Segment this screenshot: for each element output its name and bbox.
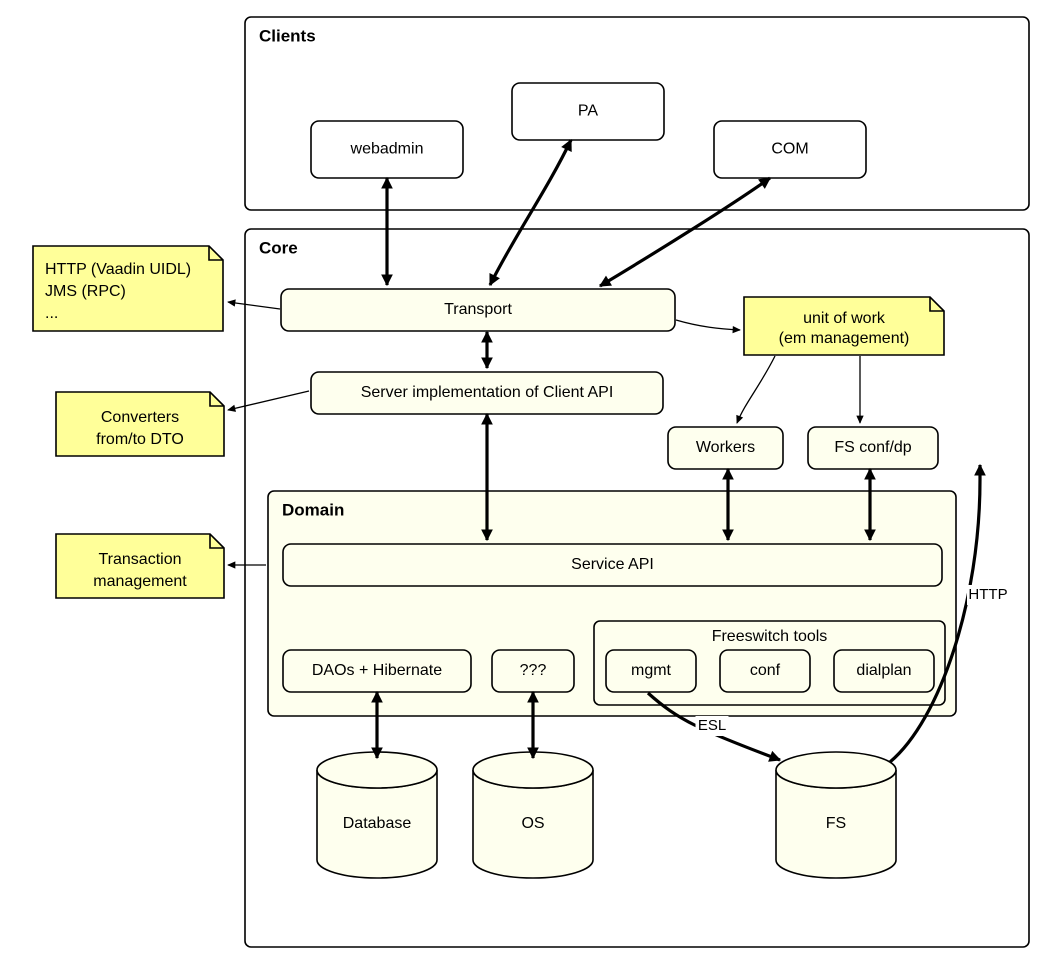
- svg-text:dialplan: dialplan: [856, 662, 911, 679]
- architecture-diagram: Clients Core Domain Freeswitch tools webadmi…: [0, 0, 1047, 976]
- svg-text:Server implementation of Clien: Server implementation of Client API: [361, 384, 614, 401]
- svg-text:Workers: Workers: [696, 439, 755, 456]
- svg-text:conf: conf: [750, 662, 781, 679]
- svg-text:FS conf/dp: FS conf/dp: [834, 439, 911, 456]
- svg-text:ESL: ESL: [698, 717, 726, 734]
- svg-text:JMS (RPC): JMS (RPC): [45, 283, 126, 300]
- svg-text:Transaction: Transaction: [99, 551, 182, 568]
- svg-text:DAOs + Hibernate: DAOs + Hibernate: [312, 662, 442, 679]
- svg-text:management: management: [93, 573, 187, 590]
- svg-text:from/to DTO: from/to DTO: [96, 431, 184, 448]
- svg-text:Core: Core: [259, 238, 298, 257]
- svg-text:webadmin: webadmin: [350, 141, 424, 158]
- svg-text:HTTP: HTTP: [968, 586, 1007, 603]
- svg-text:unit of work: unit of work: [803, 310, 886, 327]
- svg-text:OS: OS: [521, 815, 544, 832]
- svg-text:Service API: Service API: [571, 556, 654, 573]
- svg-text:HTTP (Vaadin UIDL): HTTP (Vaadin UIDL): [45, 261, 191, 278]
- svg-text:Database: Database: [343, 815, 412, 832]
- svg-text:COM: COM: [771, 141, 808, 158]
- svg-text:Transport: Transport: [444, 301, 512, 318]
- svg-text:???: ???: [520, 662, 547, 679]
- svg-text:Freeswitch tools: Freeswitch tools: [712, 628, 828, 645]
- svg-text:...: ...: [45, 305, 58, 322]
- svg-text:mgmt: mgmt: [631, 662, 672, 679]
- svg-text:Clients: Clients: [259, 26, 316, 45]
- svg-text:PA: PA: [578, 103, 598, 120]
- svg-text:Converters: Converters: [101, 409, 179, 426]
- svg-text:Domain: Domain: [282, 500, 344, 519]
- svg-text:(em management): (em management): [779, 330, 910, 347]
- svg-text:FS: FS: [826, 815, 846, 832]
